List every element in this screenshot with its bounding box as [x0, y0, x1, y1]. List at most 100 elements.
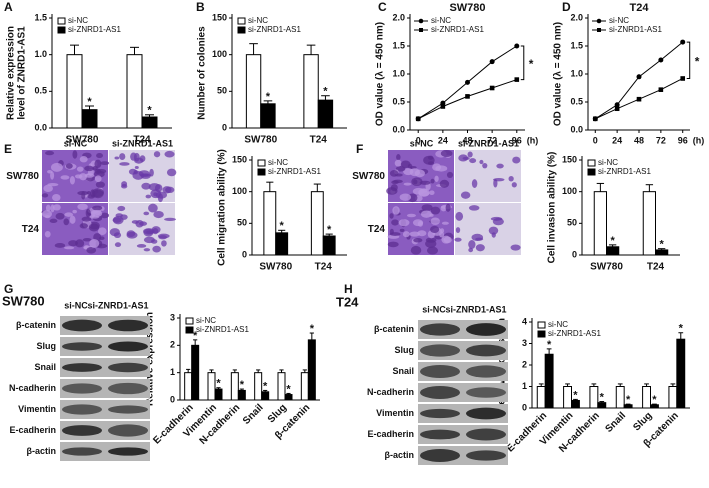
cell — [138, 170, 150, 177]
y-axis-label: Cell migration ability (%) — [217, 149, 228, 266]
x-tick-label: SW780 — [66, 135, 99, 146]
y-tick-label: 0 — [170, 394, 175, 404]
cell — [49, 218, 58, 224]
bar — [310, 191, 324, 256]
cell — [77, 203, 88, 211]
significance-star: * — [87, 96, 92, 108]
cell — [94, 159, 102, 169]
bar — [303, 54, 319, 129]
point — [489, 85, 495, 91]
bar — [261, 391, 270, 401]
y-tick-label: 1.0 — [34, 49, 47, 59]
x-tick-label: 0 — [416, 135, 421, 145]
legend-swatch — [185, 317, 194, 325]
cell — [153, 210, 164, 219]
y-tick-label: 0 — [222, 122, 227, 132]
point — [592, 116, 598, 122]
legend-label: si-ZNRD1-AS1 — [431, 25, 484, 34]
cell — [468, 205, 480, 211]
cell — [439, 231, 445, 238]
row-label: Snail — [34, 362, 56, 372]
significance-star: * — [659, 239, 664, 251]
x-tick-label: 48 — [462, 135, 472, 145]
significance-star: * — [193, 330, 198, 342]
cell — [469, 158, 477, 164]
blot-band — [108, 362, 148, 373]
panel-letter: H — [344, 282, 353, 296]
x-tick-label: 96 — [678, 135, 688, 145]
x-tick-label: Snail — [241, 402, 266, 427]
y-tick-label: 50 — [217, 86, 227, 96]
x-tick-label: 24 — [438, 135, 448, 145]
legend-label: si-ZNRD1-AS1 — [548, 329, 601, 338]
bar — [263, 191, 277, 256]
significance-star: * — [323, 86, 328, 98]
cell — [81, 216, 92, 222]
legend-marker — [419, 28, 423, 32]
point — [489, 59, 495, 65]
cell — [152, 245, 161, 253]
blot-band — [62, 447, 102, 456]
y-tick-label: 0.0 — [392, 124, 405, 134]
point — [415, 116, 421, 122]
x-tick-label: E-cadherin — [505, 410, 549, 454]
significance-star: * — [573, 389, 578, 401]
bar — [571, 399, 580, 409]
column-label: si-ZNRD1-AS1 — [445, 304, 506, 314]
bar — [676, 338, 686, 409]
y-tick-label: 2 — [522, 359, 527, 369]
legend-label: si-ZNRD1-AS1 — [196, 325, 249, 334]
cell — [157, 233, 170, 239]
y-tick-label: 0 — [242, 249, 247, 259]
cell — [85, 208, 91, 218]
legend-label: si-NC — [598, 158, 618, 167]
cell — [391, 219, 399, 226]
cell — [100, 161, 110, 166]
blot-band — [62, 363, 102, 372]
significance-star: * — [216, 378, 221, 390]
y-tick-label: 1.0 — [392, 68, 405, 78]
cell — [117, 205, 126, 212]
row-label: β-actin — [27, 446, 57, 456]
bar — [141, 116, 158, 129]
chart-title: T24 — [630, 2, 650, 14]
cell — [145, 194, 152, 199]
cell — [121, 181, 128, 187]
cell — [430, 217, 440, 225]
bar — [81, 109, 98, 129]
line-series — [417, 79, 517, 120]
cell — [467, 151, 473, 158]
y-tick-label: 50 — [567, 218, 577, 228]
cell — [409, 168, 421, 177]
row-label: Slug — [395, 345, 415, 355]
cell — [153, 151, 161, 158]
significance-star: * — [286, 383, 291, 395]
cell — [151, 226, 161, 234]
row-label: E-cadherin — [367, 429, 414, 439]
cell — [426, 246, 439, 255]
cell — [392, 206, 400, 215]
cell-line-label: SW780 — [2, 293, 45, 308]
cell — [89, 238, 100, 248]
bar — [230, 372, 239, 401]
blot-band — [420, 344, 460, 357]
x-tick-label: Snail — [603, 410, 628, 435]
cell — [119, 153, 126, 161]
point — [636, 74, 642, 80]
blot-band — [420, 449, 460, 462]
legend-label: si-NC — [248, 16, 268, 25]
legend-swatch — [587, 168, 596, 176]
cell — [126, 231, 138, 239]
significance-star: * — [147, 105, 152, 117]
cell — [427, 155, 434, 160]
column-label: si-ZNRD1-AS1 — [458, 138, 519, 148]
cell — [47, 183, 59, 187]
legend-swatch — [57, 26, 66, 34]
legend-label: si-NC — [431, 16, 451, 25]
row-label: SW780 — [6, 171, 39, 182]
cell — [387, 241, 399, 248]
legend-label: si-ZNRD1-AS1 — [268, 167, 321, 176]
point — [680, 39, 686, 45]
y-tick-label: 100 — [232, 186, 247, 196]
column-label: si-NC — [422, 304, 446, 314]
